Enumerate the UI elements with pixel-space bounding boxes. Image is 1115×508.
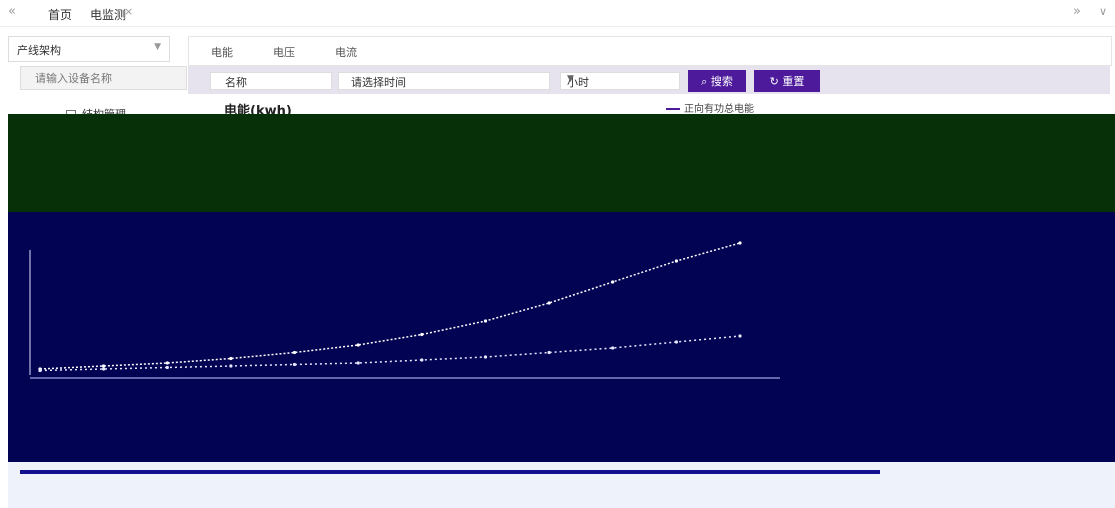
data-point[interactable] — [292, 350, 297, 355]
series-line-2 — [39, 335, 741, 372]
data-point[interactable] — [229, 356, 233, 361]
time-unit-select[interactable]: 小时 ▼ — [560, 72, 680, 90]
metric-tabs: 电能 电压 电流 — [188, 36, 1112, 66]
chevron-down-icon: ▼ — [567, 74, 574, 84]
data-point[interactable] — [738, 241, 742, 245]
filter-bar: 名称 请选择时间 小时 ▼ ⌕ 搜索 ↻ 重置 — [188, 66, 1110, 94]
data-point[interactable] — [674, 259, 679, 263]
data-point[interactable] — [165, 365, 169, 370]
data-point[interactable] — [420, 358, 424, 362]
data-point[interactable] — [102, 364, 106, 368]
refresh-icon: ↻ — [769, 75, 783, 88]
tab-power-monitor[interactable]: 电监测 — [90, 8, 127, 22]
reset-button-label: 重置 — [782, 75, 805, 88]
chart-plot-area — [8, 212, 1115, 462]
tab-bar: « 首页 电监测 × » ∨ — [0, 0, 1115, 27]
tab-energy[interactable]: 电能 — [211, 46, 233, 59]
chart-zoom-slider[interactable] — [20, 470, 880, 474]
select-label: 产线架构 — [17, 44, 61, 57]
time-picker[interactable]: 请选择时间 — [338, 72, 550, 90]
chevron-down-icon: ▼ — [154, 42, 161, 52]
chart-legend[interactable]: 正向有功总电能 — [666, 100, 754, 115]
scroll-right-icon[interactable]: » — [1073, 4, 1081, 19]
data-point[interactable] — [102, 367, 106, 371]
data-point[interactable] — [547, 350, 551, 355]
tab-home[interactable]: 首页 — [48, 8, 73, 22]
search-button-label: 搜索 — [710, 75, 733, 88]
data-point[interactable] — [420, 332, 424, 337]
data-point[interactable] — [611, 280, 615, 284]
legend-line-icon — [666, 108, 680, 110]
device-search-input[interactable]: 请输入设备名称 — [20, 66, 187, 90]
search-icon: ⌕ — [701, 75, 711, 88]
close-tab-icon[interactable]: × — [124, 5, 134, 18]
data-point[interactable] — [356, 361, 360, 365]
tab-menu-icon[interactable]: ∨ — [1098, 5, 1107, 18]
data-point[interactable] — [229, 364, 233, 368]
data-point[interactable] — [292, 362, 297, 367]
line-structure-select[interactable]: 产线架构 ▼ — [8, 36, 170, 62]
data-point[interactable] — [738, 334, 742, 338]
data-point[interactable] — [165, 361, 169, 365]
tab-current[interactable]: 电流 — [335, 46, 357, 59]
data-point[interactable] — [356, 343, 360, 347]
data-point[interactable] — [483, 355, 488, 359]
slider-fill — [20, 470, 880, 474]
search-button[interactable]: ⌕ 搜索 — [688, 70, 746, 92]
scroll-left-icon[interactable]: « — [8, 4, 16, 19]
device-search-placeholder: 请输入设备名称 — [35, 72, 112, 85]
chart-x-strip — [8, 462, 1115, 508]
data-point[interactable] — [483, 319, 488, 323]
name-label: 名称 — [225, 76, 247, 89]
data-point[interactable] — [38, 368, 42, 373]
reset-button[interactable]: ↻ 重置 — [754, 70, 820, 92]
data-point[interactable] — [674, 340, 679, 344]
time-placeholder: 请选择时间 — [351, 76, 406, 89]
name-field[interactable]: 名称 — [210, 72, 332, 90]
legend-label: 正向有功总电能 — [684, 104, 754, 115]
data-point[interactable] — [611, 346, 615, 350]
time-unit-value: 小时 — [567, 76, 589, 89]
tab-voltage[interactable]: 电压 — [273, 46, 295, 59]
series-line-1 — [39, 242, 741, 370]
chart-overlay-band — [8, 114, 1115, 212]
data-point[interactable] — [547, 301, 551, 305]
